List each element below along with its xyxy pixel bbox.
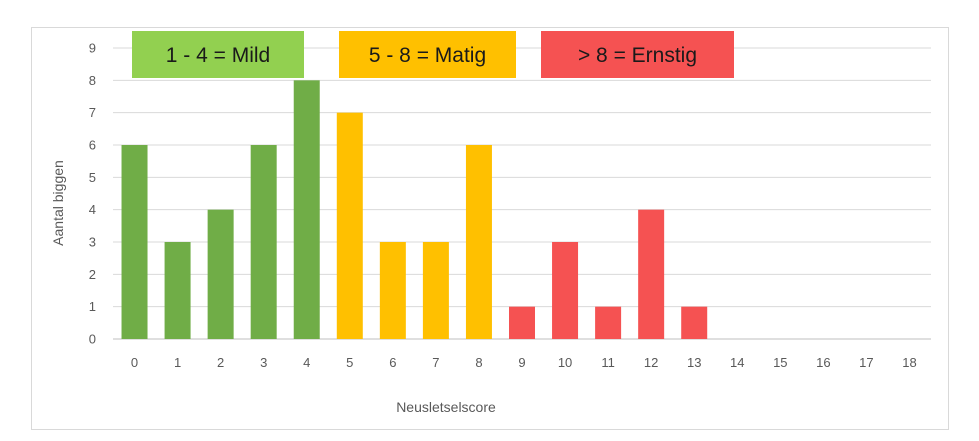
y-tick-label: 3 — [89, 235, 96, 250]
legend-label: 1 - 4 = Mild — [166, 44, 270, 67]
bar — [465, 145, 492, 339]
x-tick-label: 4 — [303, 355, 310, 370]
bars — [121, 80, 708, 340]
x-tick-label: 9 — [518, 355, 525, 370]
legend-box-mild: 1 - 4 = Mild — [132, 31, 304, 78]
y-tick-label: 9 — [89, 41, 96, 56]
x-tick-label: 7 — [432, 355, 439, 370]
legend-swatch — [132, 31, 304, 78]
x-tick-label: 0 — [131, 355, 138, 370]
x-tick-label: 18 — [902, 355, 916, 370]
y-axis-ticks: 0 1 2 3 4 5 6 7 8 9 — [89, 41, 96, 347]
x-axis-title: Neusletselscore — [396, 399, 496, 415]
legend-swatch — [541, 31, 734, 78]
bar — [121, 145, 148, 339]
y-tick-label: 4 — [89, 202, 96, 217]
y-axis-title: Aantal biggen — [50, 160, 66, 246]
bar — [552, 242, 579, 339]
y-tick-label: 5 — [89, 170, 96, 185]
bar — [681, 306, 708, 339]
bar — [250, 145, 277, 339]
y-tick-label: 7 — [89, 105, 96, 120]
x-tick-label: 15 — [773, 355, 787, 370]
bar — [638, 209, 665, 339]
bar — [293, 80, 320, 339]
y-tick-label: 0 — [89, 332, 96, 347]
legend-box-ernstig: > 8 = Ernstig — [541, 31, 734, 78]
bar — [422, 242, 449, 339]
y-tick-label: 2 — [89, 267, 96, 282]
bar — [379, 242, 406, 339]
legend-box-matig: 5 - 8 = Matig — [339, 31, 516, 78]
x-tick-label: 13 — [687, 355, 701, 370]
bar — [595, 306, 622, 339]
bar — [509, 306, 535, 339]
x-tick-label: 10 — [558, 355, 572, 370]
x-tick-label: 1 — [174, 355, 181, 370]
x-tick-label: 6 — [389, 355, 396, 370]
x-tick-label: 17 — [859, 355, 873, 370]
bar — [336, 112, 363, 340]
x-tick-label: 12 — [644, 355, 658, 370]
legend-label: 5 - 8 = Matig — [369, 44, 486, 67]
x-tick-label: 16 — [816, 355, 830, 370]
legend: 1 - 4 = Mild 5 - 8 = Matig > 8 = Ernstig — [132, 31, 734, 78]
bar — [207, 209, 234, 339]
x-tick-label: 8 — [475, 355, 482, 370]
legend-label: > 8 = Ernstig — [578, 44, 697, 67]
y-tick-label: 8 — [89, 73, 96, 88]
x-axis-ticks: 0 1 2 3 4 5 6 7 8 9 10 11 12 13 14 15 16 17 18 — [131, 355, 917, 370]
x-tick-label: 2 — [217, 355, 224, 370]
gridlines — [113, 47, 931, 340]
x-tick-label: 14 — [730, 355, 744, 370]
x-tick-label: 5 — [346, 355, 353, 370]
legend-swatch — [339, 31, 516, 78]
y-tick-label: 1 — [89, 299, 96, 314]
bar — [164, 242, 191, 339]
x-tick-label: 3 — [260, 355, 267, 370]
x-tick-label: 11 — [601, 355, 615, 370]
y-tick-label: 6 — [89, 138, 96, 153]
